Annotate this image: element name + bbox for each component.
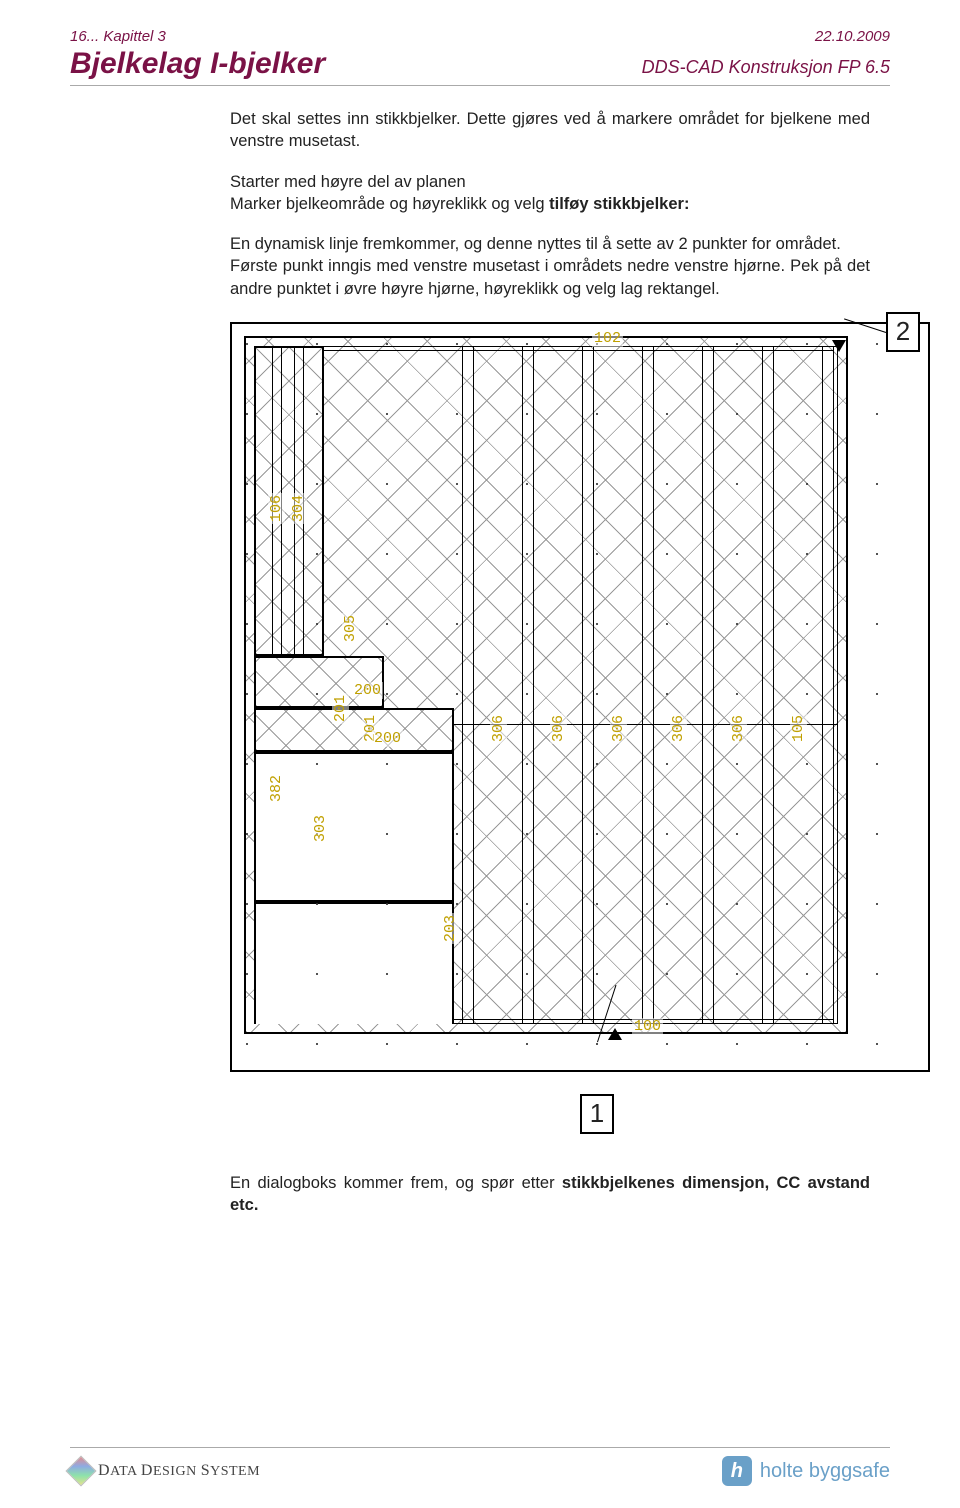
callout-1: 1 <box>580 1094 614 1134</box>
joist <box>522 346 534 1024</box>
dim-row: 306 <box>670 713 687 744</box>
joist <box>582 346 594 1024</box>
joist <box>462 346 474 1024</box>
dim-row: 105 <box>790 713 807 744</box>
dds-text-part: ESIGN <box>153 1464 201 1479</box>
paragraph-5: En dialogboks kommer frem, og spør etter… <box>230 1172 870 1217</box>
left-block <box>254 346 324 656</box>
paragraph-3: En dynamisk linje fremkommer, og denne n… <box>230 233 870 255</box>
leader-2-arrow <box>832 340 846 352</box>
footer-left-brand: DATA DESIGN SYSTEM <box>70 1460 260 1482</box>
dds-text-part: ATA <box>110 1464 141 1479</box>
dim-small-h: 200 <box>352 682 383 699</box>
paragraph-4: Første punkt inngis med venstre musetast… <box>230 255 870 300</box>
paragraph-2b: Marker bjelkeområde og høyreklikk og vel… <box>230 193 870 215</box>
dds-text-part: D <box>98 1462 110 1479</box>
dim-row: 306 <box>610 713 627 744</box>
footer: DATA DESIGN SYSTEM h holte byggsafe <box>70 1447 890 1486</box>
dim-top: 102 <box>592 330 623 347</box>
date-label: 22.10.2009 <box>815 28 890 45</box>
dds-text-part: YSTEM <box>210 1464 260 1479</box>
dim-row: 306 <box>730 713 747 744</box>
left-block <box>254 708 454 752</box>
dim-inner: 303 <box>312 813 329 844</box>
leader-1-arrow <box>608 1028 622 1040</box>
holte-text: holte byggsafe <box>760 1460 890 1483</box>
dim-left: 382 <box>268 773 285 804</box>
footer-right-brand: h holte byggsafe <box>722 1456 890 1486</box>
holte-badge-icon: h <box>722 1456 752 1486</box>
left-block-open <box>254 902 454 1024</box>
page-title: Bjelkelag I-bjelker <box>70 47 325 81</box>
joist <box>822 346 834 1024</box>
p2b-bold: tilføy stikkbjelker: <box>549 195 689 213</box>
dim-small-h: 200 <box>372 730 403 747</box>
dim-inner: 203 <box>442 913 459 944</box>
paragraph-2a: Starter med høyre del av planen <box>230 171 870 193</box>
dim-left: 304 <box>290 493 307 524</box>
joist <box>642 346 654 1024</box>
dds-mark-icon <box>65 1455 96 1486</box>
mid-line <box>454 724 838 725</box>
joist <box>702 346 714 1024</box>
dim-row: 306 <box>550 713 567 744</box>
dds-text-part: S <box>201 1462 210 1479</box>
dim-bottom: 100 <box>632 1018 663 1035</box>
paragraph-1: Det skal settes inn stikkbjelker. Dette … <box>230 108 870 153</box>
diagram-container: 102 100 106 304 382 305 303 203 201 201 … <box>230 322 930 1072</box>
p5-pre: En dialogboks kommer frem, og spør etter <box>230 1174 562 1192</box>
header-rule <box>70 85 890 86</box>
callout-2: 2 <box>886 312 920 352</box>
chapter-label: 16... Kapittel 3 <box>70 28 166 45</box>
diagram: 102 100 106 304 382 305 303 203 201 201 … <box>230 322 930 1072</box>
dim-row: 306 <box>490 713 507 744</box>
dim-small: 201 <box>332 693 349 724</box>
dim-inner: 305 <box>342 613 359 644</box>
page-subtitle: DDS-CAD Konstruksjon FP 6.5 <box>642 57 890 78</box>
dim-left: 106 <box>268 493 285 524</box>
dds-text: DATA DESIGN SYSTEM <box>98 1462 260 1480</box>
p2b-pre: Marker bjelkeområde og høyreklikk og vel… <box>230 195 549 213</box>
dds-text-part: D <box>141 1462 153 1479</box>
joist <box>762 346 774 1024</box>
